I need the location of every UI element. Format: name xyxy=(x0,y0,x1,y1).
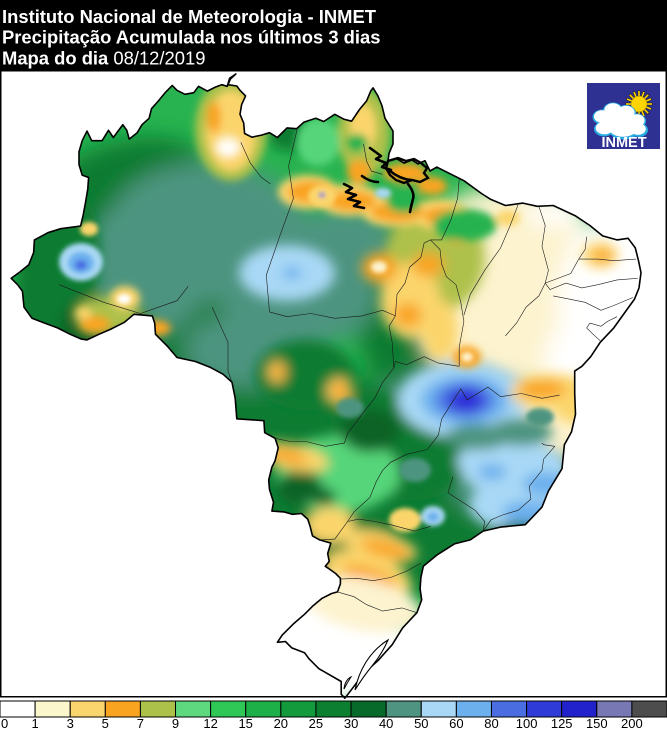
svg-text:1: 1 xyxy=(31,716,38,730)
svg-text:125: 125 xyxy=(551,716,573,730)
svg-text:7: 7 xyxy=(137,716,144,730)
svg-text:40: 40 xyxy=(379,716,393,730)
svg-text:0: 0 xyxy=(1,716,8,730)
svg-text:20: 20 xyxy=(274,716,288,730)
svg-text:60: 60 xyxy=(449,716,463,730)
svg-text:9: 9 xyxy=(172,716,179,730)
svg-text:Instituto Nacional de Meteorol: Instituto Nacional de Meteorologia - INM… xyxy=(2,6,377,27)
svg-text:3: 3 xyxy=(67,716,74,730)
svg-text:5: 5 xyxy=(102,716,109,730)
svg-text:150: 150 xyxy=(586,716,608,730)
svg-text:200: 200 xyxy=(621,716,643,730)
svg-text:50: 50 xyxy=(414,716,428,730)
svg-text:Precipitação Acumulada nos últ: Precipitação Acumulada nos últimos 3 dia… xyxy=(2,27,380,48)
svg-text:100: 100 xyxy=(516,716,538,730)
svg-text:30: 30 xyxy=(344,716,358,730)
svg-text:Mapa do dia 08/12/2019: Mapa do dia 08/12/2019 xyxy=(2,48,205,69)
svg-text:25: 25 xyxy=(309,716,323,730)
svg-text:15: 15 xyxy=(238,716,252,730)
svg-text:INMET: INMET xyxy=(601,135,646,151)
svg-text:12: 12 xyxy=(203,716,217,730)
svg-text:80: 80 xyxy=(484,716,498,730)
